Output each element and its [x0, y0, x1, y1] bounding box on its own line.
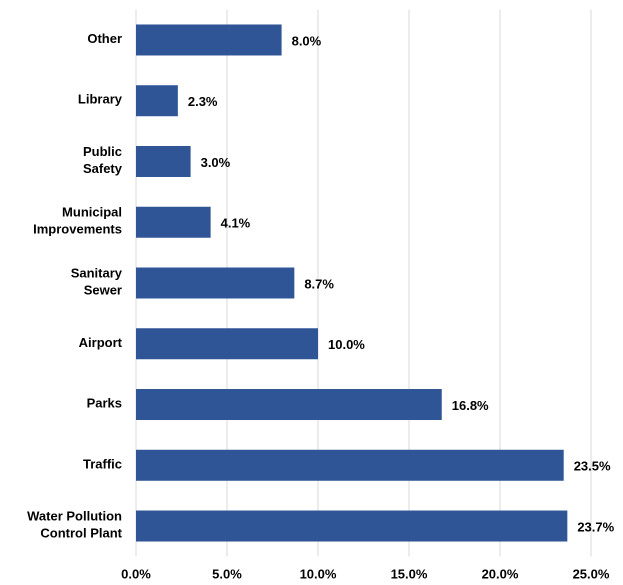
y-tick-label: Airport [79, 335, 123, 350]
y-tick-label: Traffic [83, 457, 122, 472]
y-tick-label: Other [87, 31, 122, 46]
label-line: Other [87, 31, 122, 46]
x-tick-label: 5.0% [212, 566, 242, 581]
label-line: Sewer [84, 283, 122, 298]
label-line: Sanitary [71, 266, 123, 281]
label-line: Control Plant [40, 526, 122, 541]
bar [136, 24, 282, 56]
value-label: 3.0% [201, 155, 231, 170]
label-line: Library [78, 92, 123, 107]
y-tick-label: Water Pollution Control Plant [27, 509, 123, 541]
value-label: 2.3% [188, 94, 218, 109]
label-line: Municipal [62, 205, 122, 220]
value-label: 23.5% [574, 459, 611, 474]
value-label: 8.7% [304, 276, 334, 291]
value-label: 16.8% [452, 398, 489, 413]
label-line: Parks [87, 396, 122, 411]
bar [136, 267, 295, 299]
label-line: Water Pollution [27, 509, 122, 524]
y-tick-label: Sanitary Sewer [71, 266, 123, 298]
value-label: 10.0% [328, 337, 365, 352]
value-label: 4.1% [221, 216, 251, 231]
y-tick-label: Public Safety [83, 144, 123, 176]
bar [136, 389, 442, 421]
label-line: Traffic [83, 457, 122, 472]
bar [136, 510, 568, 542]
label-line: Airport [79, 335, 123, 350]
x-tick-label: 25.0% [573, 566, 610, 581]
y-tick-label: Parks [87, 396, 122, 411]
x-tick-label: 10.0% [300, 566, 337, 581]
label-line: Public [83, 144, 122, 159]
label-line: Safety [83, 161, 123, 176]
label-line: Improvements [33, 222, 122, 237]
x-tick-label: 15.0% [391, 566, 428, 581]
value-label: 8.0% [292, 33, 322, 48]
y-tick-label: Municipal Improvements [33, 205, 122, 237]
value-label: 23.7% [577, 519, 614, 534]
bar [136, 145, 191, 177]
x-tick-label: 0.0% [121, 566, 151, 581]
bar [136, 449, 564, 481]
x-tick-label: 20.0% [482, 566, 519, 581]
bar [136, 85, 178, 117]
y-tick-label: Library [78, 92, 123, 107]
bar [136, 328, 318, 360]
bar [136, 206, 211, 238]
